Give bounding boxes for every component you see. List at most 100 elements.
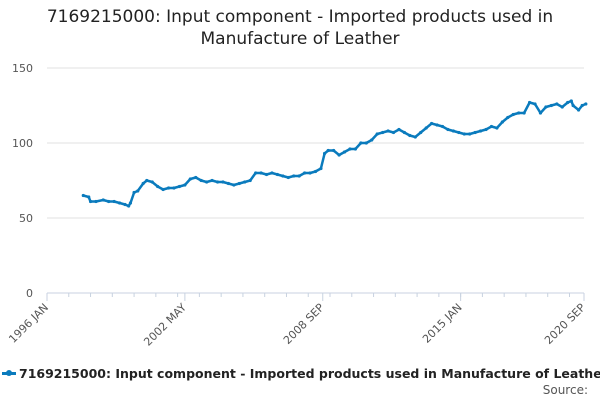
x-tick-label: 2002 MAY — [141, 301, 189, 349]
series-point — [549, 103, 553, 108]
series-point — [117, 201, 122, 205]
series-point — [286, 175, 290, 180]
series-point — [560, 105, 564, 109]
series-point — [527, 100, 532, 105]
series-point — [424, 126, 428, 130]
y-tick-label: 150 — [12, 62, 33, 75]
chart-legend[interactable]: 7169215000: Input component - Imported p… — [0, 365, 600, 383]
series-point — [205, 180, 209, 184]
series-point — [566, 100, 570, 105]
series-point — [123, 202, 127, 207]
series-point — [248, 178, 252, 183]
series-point — [511, 112, 515, 117]
legend-dot-marker — [6, 370, 12, 376]
series-point — [484, 127, 488, 132]
series-point — [226, 181, 231, 186]
series-point — [136, 189, 140, 193]
series-point — [495, 126, 499, 130]
series-point — [386, 129, 390, 133]
series-point — [128, 201, 133, 205]
series-point — [348, 147, 352, 151]
series-point — [473, 130, 477, 135]
series-point — [177, 184, 182, 189]
series-point — [112, 199, 116, 204]
series-point — [199, 178, 203, 183]
series-point — [243, 180, 247, 184]
series-point — [275, 172, 280, 177]
series-point — [440, 124, 445, 129]
series-point — [408, 133, 412, 138]
series-point — [326, 148, 330, 153]
series-point — [303, 171, 307, 175]
series-point — [580, 103, 584, 108]
series-point — [292, 174, 296, 178]
series-point — [156, 184, 160, 189]
series-point — [375, 132, 379, 136]
series-point — [446, 127, 450, 132]
series-point — [397, 127, 401, 132]
series-point — [517, 111, 521, 115]
series-point — [237, 181, 241, 186]
series-point — [451, 129, 455, 133]
series-point — [533, 102, 537, 106]
series-point — [210, 178, 214, 183]
x-tick-label: 1996 JAN — [6, 301, 51, 346]
series-point — [145, 178, 149, 183]
series-point — [281, 174, 285, 178]
x-tick-label: 2015 JAN — [420, 301, 465, 346]
series-point — [308, 171, 312, 175]
y-tick-label: 50 — [19, 212, 33, 225]
chart-title: 7169215000: Input component - Imported p… — [0, 6, 600, 50]
series-point — [141, 181, 145, 186]
series-point — [221, 180, 225, 184]
series-point — [254, 171, 258, 175]
series-point — [402, 130, 406, 135]
series-point — [259, 171, 263, 175]
series-point — [500, 120, 504, 124]
y-tick-label: 100 — [12, 137, 33, 150]
series-point — [150, 180, 154, 184]
series-point — [194, 175, 198, 180]
series-line — [82, 99, 588, 208]
series-point — [270, 171, 274, 175]
x-tick-label: 2008 SEP — [281, 301, 327, 347]
series-point — [332, 148, 336, 153]
series-point — [322, 151, 327, 156]
legend-series-label: 7169215000: Input component - Imported p… — [19, 366, 600, 381]
series-point — [319, 166, 323, 171]
series-point — [584, 102, 588, 106]
series-point — [419, 130, 423, 135]
series-point — [478, 129, 483, 133]
series-point — [430, 121, 434, 126]
series-point — [506, 115, 510, 120]
chart-title-line-1: 7169215000: Input component - Imported p… — [46, 7, 554, 27]
series-point — [88, 199, 93, 204]
series-point — [462, 132, 466, 136]
series-point — [342, 150, 347, 154]
x-tick-label: 2020 SEP — [542, 301, 588, 347]
series-point — [313, 169, 318, 174]
series-point — [468, 132, 472, 136]
series-point — [297, 174, 301, 178]
series-point — [544, 105, 548, 109]
series-point — [489, 124, 494, 129]
series-point — [576, 108, 581, 112]
series-point — [101, 198, 105, 202]
series-point — [571, 103, 575, 108]
series-point — [81, 193, 85, 198]
series-point — [353, 147, 358, 151]
series-point — [391, 130, 396, 135]
series-point — [359, 141, 363, 145]
y-tick-label: 0 — [26, 287, 33, 300]
series-point — [94, 199, 98, 204]
series-point — [127, 204, 131, 208]
series-point — [166, 186, 171, 190]
series-point — [364, 141, 368, 145]
series-point — [161, 187, 165, 192]
series-point — [132, 190, 136, 195]
series-point — [264, 172, 269, 177]
series-point — [413, 135, 417, 139]
series-point — [569, 99, 573, 103]
series-point — [337, 153, 341, 157]
